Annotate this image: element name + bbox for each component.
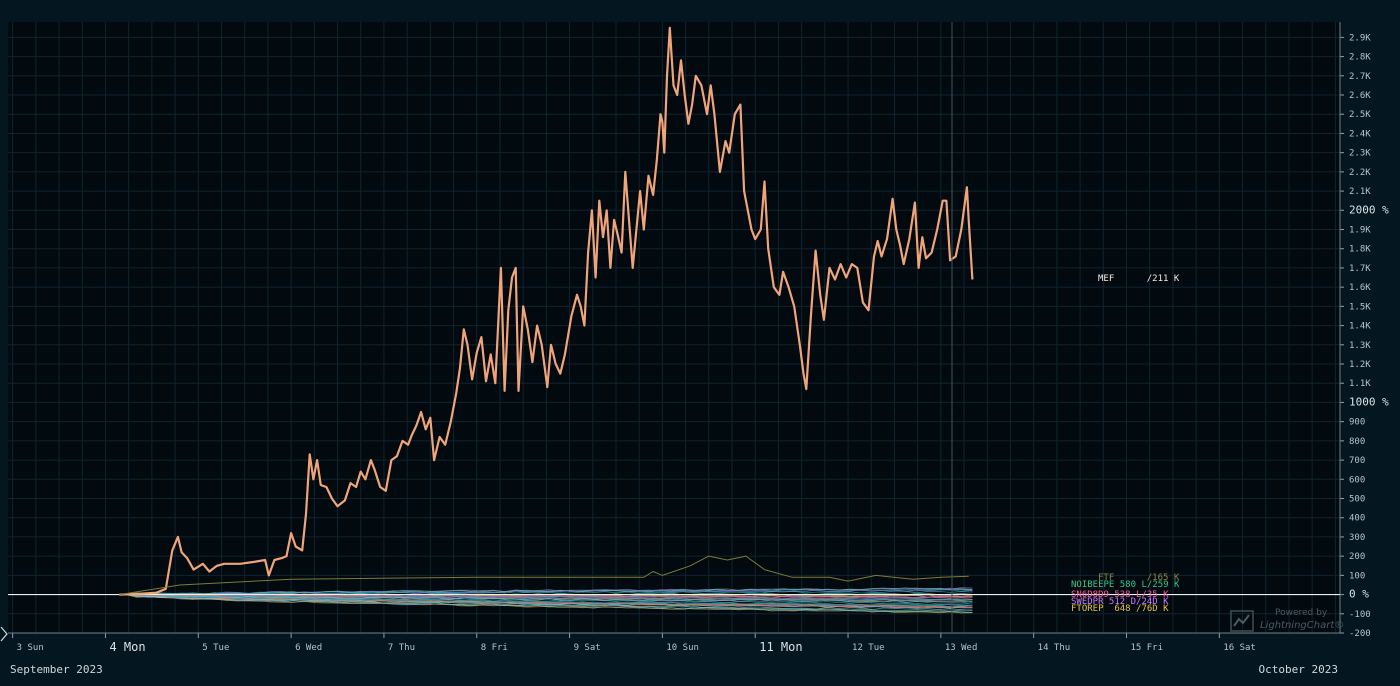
month-label-right: October 2023 [1258,663,1338,676]
x-tick-label: 13 Wed [945,643,978,653]
background-series-line [114,590,973,595]
x-tick-label: 15 Fri [1131,643,1164,653]
y-tick-label: 500 [1349,495,1365,505]
y-tick-label: 1.6K [1349,283,1371,293]
lightningchart-logo-icon [1230,610,1254,632]
y-tick-label: 100 [1349,571,1365,581]
y-tick-label: 2.9K [1349,33,1371,43]
y-tick-label: 2.3K [1349,149,1371,159]
y-tick-label: 1.2K [1349,360,1371,370]
series-line-mef[interactable] [119,26,974,596]
y-tick-label: 2.7K [1349,72,1371,82]
series-label-mef: MEF /211 K [1098,274,1180,284]
cluster-label-ftorep: FTOREP 648 /76D K [1071,604,1169,614]
y-tick-label: 700 [1349,456,1365,466]
x-tick-label: 12 Tue [852,643,885,653]
series-label-ftf: FTF /165 K [1098,573,1180,583]
cluster-label-sn6d8d9: SN6D8D9 538 L/35 K [1071,590,1169,600]
background-series-line [114,594,973,603]
x-tick-label: 10 Sun [666,643,699,653]
x-tick-label: 14 Thu [1038,643,1071,653]
y-tick-label: 200 [1349,552,1365,562]
y-tick-label: 900 [1349,418,1365,428]
y-tick-label: 600 [1349,475,1365,485]
background-series-line [114,594,973,601]
y-tick-label: 0 % [1349,588,1369,601]
plot-area [8,22,1340,633]
x-tick-label: 6 Wed [295,643,322,653]
x-tick-label: 9 Sat [574,643,601,653]
background-series-line [114,594,973,607]
y-tick-label: 1.7K [1349,264,1371,274]
lightningchart-watermark: Powered by LightningChart® [1230,608,1345,634]
cluster-label-noibeepe: NOIBEEPE 580 L/259 K [1071,580,1180,590]
x-tick-label: 5 Tue [202,643,229,653]
y-tick-label: 1.5K [1349,302,1371,312]
y-tick-label: 2.2K [1349,168,1371,178]
background-series-line [114,594,973,614]
x-tick-label: 3 Sun [17,643,44,653]
y-tick-label: 2.1K [1349,187,1371,197]
y-tick-label: 1.8K [1349,245,1371,255]
watermark-brand: LightningChart® [1260,620,1345,631]
x-tick-label: 11 Mon [759,640,802,654]
cluster-label-swedpr: SWEDPR 512 D/24D K [1071,597,1169,607]
y-tick-label: 400 [1349,514,1365,524]
x-tick-label: 8 Fri [481,643,508,653]
y-tick-label: 300 [1349,533,1365,543]
x-tick-label: 16 Sat [1223,643,1256,653]
background-series-line [114,587,973,595]
y-tick-label: 1.4K [1349,322,1371,332]
series-line-ftf[interactable] [119,555,969,596]
y-tick-label: 2.6K [1349,91,1371,101]
y-tick-label: 2000 % [1349,203,1389,216]
y-tick-label: 2.8K [1349,53,1371,63]
y-tick-label: -100 [1349,610,1371,620]
watermark-powered-by: Powered by [1275,608,1328,618]
y-tick-label: -200 [1349,629,1371,639]
x-tick-label: 7 Thu [388,643,415,653]
scroll-left-arrow-icon[interactable] [0,626,10,642]
x-tick-label: 4 Mon [109,640,145,654]
y-tick-label: 1000 % [1349,395,1389,408]
y-tick-label: 1.9K [1349,226,1371,236]
y-tick-label: 1.1K [1349,379,1371,389]
y-tick-label: 2.4K [1349,129,1371,139]
month-label-left: September 2023 [10,663,103,676]
background-series-line [114,594,973,613]
y-tick-label: 2.5K [1349,110,1371,120]
y-tick-label: 800 [1349,437,1365,447]
y-tick-label: 1.3K [1349,341,1371,351]
